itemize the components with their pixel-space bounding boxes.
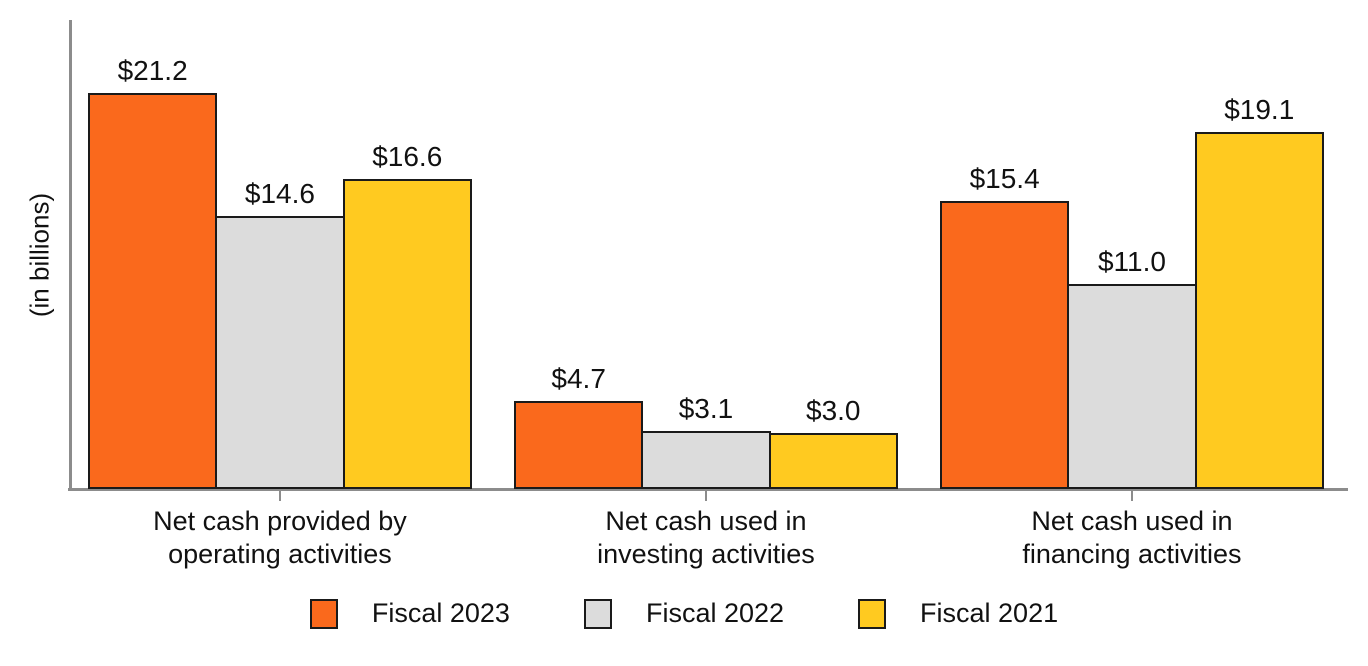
- x-axis-tick: [278, 491, 281, 501]
- bar-value-label: $21.2: [117, 54, 188, 86]
- bar-fiscal-2023: [940, 201, 1070, 489]
- legend-label: Fiscal 2022: [645, 598, 785, 628]
- x-axis-tick: [1130, 491, 1133, 501]
- bar-fiscal-2022: [1067, 283, 1197, 489]
- bar-value-label: $19.1: [1224, 94, 1295, 126]
- y-axis-line: [69, 20, 72, 490]
- bar-fiscal-2022: [641, 431, 771, 489]
- bar-value-label: $15.4: [969, 163, 1040, 195]
- bar-value-label: $11.0: [1097, 245, 1166, 277]
- bar-value-label: $3.1: [678, 393, 734, 425]
- category-label: Net cash provided by operating activitie…: [153, 506, 407, 569]
- legend-item-fiscal-2022: Fiscal 2022: [583, 598, 785, 629]
- legend-label: Fiscal 2023: [371, 598, 510, 628]
- x-axis-line: [68, 488, 1348, 491]
- bar-value-label: $14.6: [244, 178, 315, 210]
- legend: Fiscal 2023 Fiscal 2022 Fiscal 2021: [0, 598, 1368, 629]
- legend-swatch: [583, 598, 612, 629]
- legend-label: Fiscal 2021: [920, 598, 1059, 628]
- bar-fiscal-2022: [215, 216, 345, 489]
- bar-fiscal-2023: [88, 92, 218, 489]
- legend-item-fiscal-2023: Fiscal 2023: [309, 598, 510, 629]
- bar-fiscal-2021: [768, 432, 898, 489]
- bar-value-label: $4.7: [551, 363, 606, 395]
- bar-fiscal-2023: [514, 401, 644, 489]
- category-label: Net cash used in investing activities: [597, 506, 815, 569]
- y-axis-label: (in billions): [24, 192, 55, 318]
- bar-value-label: $3.0: [806, 394, 861, 426]
- bar-fiscal-2021: [342, 178, 472, 489]
- legend-item-fiscal-2021: Fiscal 2021: [858, 598, 1058, 629]
- bar-fiscal-2021: [1194, 132, 1324, 489]
- legend-swatch: [858, 598, 887, 629]
- x-axis-tick: [704, 491, 707, 501]
- bar-value-label: $16.6: [372, 140, 443, 172]
- category-label: Net cash used in financing activities: [1022, 506, 1242, 569]
- legend-swatch: [309, 598, 338, 629]
